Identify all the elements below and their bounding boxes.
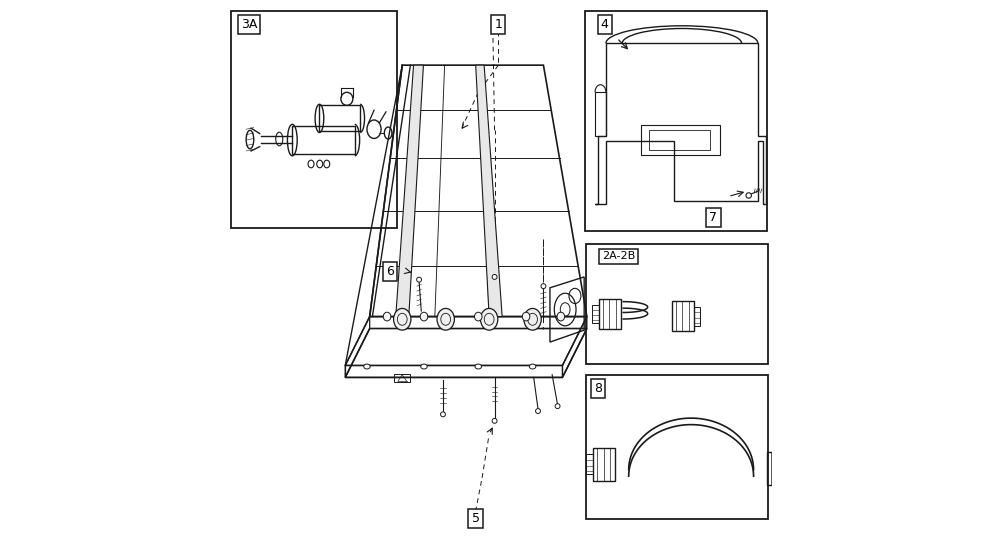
Text: 5: 5 <box>472 512 480 525</box>
Ellipse shape <box>383 312 391 321</box>
Bar <box>586 244 768 364</box>
Ellipse shape <box>417 277 422 282</box>
Text: 7: 7 <box>709 211 717 224</box>
Ellipse shape <box>475 364 482 369</box>
Ellipse shape <box>480 308 498 330</box>
Ellipse shape <box>492 418 497 424</box>
Ellipse shape <box>492 274 497 279</box>
Bar <box>585 11 767 231</box>
Text: 1: 1 <box>494 18 502 31</box>
Ellipse shape <box>474 312 482 321</box>
Polygon shape <box>476 65 502 317</box>
Ellipse shape <box>522 312 530 321</box>
Ellipse shape <box>541 283 546 289</box>
Bar <box>641 125 720 155</box>
Ellipse shape <box>364 364 370 369</box>
Ellipse shape <box>536 409 540 414</box>
Bar <box>649 130 710 150</box>
Ellipse shape <box>529 364 536 369</box>
Ellipse shape <box>421 364 427 369</box>
Ellipse shape <box>524 308 541 330</box>
Text: 3A: 3A <box>241 18 257 31</box>
Text: 8: 8 <box>594 382 602 395</box>
Polygon shape <box>396 65 423 317</box>
Bar <box>586 375 768 519</box>
Text: 2A-2B: 2A-2B <box>602 251 635 261</box>
Bar <box>231 11 397 228</box>
Ellipse shape <box>441 412 445 417</box>
Text: 6: 6 <box>386 265 394 278</box>
Text: 4: 4 <box>601 18 609 31</box>
Ellipse shape <box>394 308 411 330</box>
Bar <box>394 374 410 382</box>
Ellipse shape <box>420 312 428 321</box>
Ellipse shape <box>557 312 565 321</box>
Ellipse shape <box>437 308 454 330</box>
Ellipse shape <box>555 404 560 408</box>
